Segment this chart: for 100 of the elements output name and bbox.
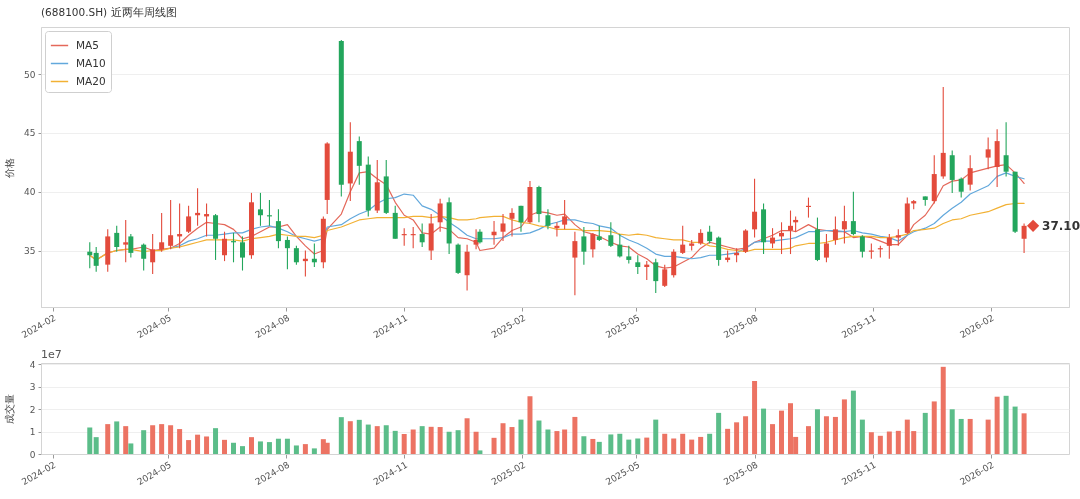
bar xyxy=(1003,395,1009,454)
bar xyxy=(128,443,134,454)
candlestick xyxy=(293,245,299,266)
bar xyxy=(213,428,219,454)
bar xyxy=(725,428,731,454)
candlestick xyxy=(617,233,623,259)
candlestick xyxy=(419,222,425,248)
annotation: 37.10 xyxy=(1042,218,1080,233)
candlestick xyxy=(1003,121,1009,177)
bar xyxy=(204,436,210,454)
candlestick xyxy=(823,233,829,263)
candlestick xyxy=(150,233,156,275)
candlestick xyxy=(752,178,758,239)
candlestick xyxy=(886,233,892,260)
bar xyxy=(608,434,614,454)
bar xyxy=(841,399,847,454)
candlestick xyxy=(284,235,290,270)
legend-label: MA20 xyxy=(76,74,106,87)
bar xyxy=(698,436,704,454)
bar xyxy=(967,418,973,454)
bar xyxy=(392,430,398,454)
candlestick xyxy=(653,258,659,294)
y-tick-label: 35 xyxy=(24,246,36,257)
candlestick xyxy=(608,221,614,248)
candlestick xyxy=(168,199,174,250)
bar xyxy=(302,444,308,454)
bar xyxy=(266,442,272,454)
bar xyxy=(707,433,713,454)
bar xyxy=(662,433,668,454)
bar xyxy=(141,430,147,454)
bar xyxy=(410,429,416,454)
bar xyxy=(293,445,299,454)
bar xyxy=(716,412,722,454)
candlestick xyxy=(123,219,129,263)
candlestick xyxy=(662,264,668,288)
bar xyxy=(464,418,470,454)
bar xyxy=(231,442,237,454)
bar xyxy=(500,423,506,454)
bar xyxy=(168,425,174,454)
candlestick xyxy=(545,208,551,230)
bar xyxy=(868,432,874,454)
bar xyxy=(87,427,93,454)
candlestick xyxy=(500,213,506,242)
y-axis-title: 价格 xyxy=(3,157,15,179)
candlestick xyxy=(716,235,722,267)
bar xyxy=(1012,406,1018,454)
bar xyxy=(365,424,371,454)
bar xyxy=(644,437,650,454)
candlestick xyxy=(128,233,134,259)
candlestick xyxy=(518,205,524,233)
candlestick xyxy=(832,215,838,246)
bar xyxy=(940,366,946,454)
bar xyxy=(324,442,330,454)
bar xyxy=(374,426,380,454)
bar xyxy=(689,439,695,454)
y-tick-label: 4 xyxy=(29,359,36,370)
bar xyxy=(491,437,497,454)
bar xyxy=(671,438,677,454)
bar xyxy=(779,410,785,454)
bar xyxy=(446,431,452,454)
bar xyxy=(752,380,758,454)
y-tick-label: 50 xyxy=(24,69,36,80)
bar xyxy=(596,441,602,454)
bar xyxy=(805,426,811,454)
bar xyxy=(562,429,568,454)
bar xyxy=(895,430,901,454)
candlestick xyxy=(958,177,964,199)
candlestick xyxy=(635,254,641,275)
candlestick xyxy=(562,199,568,230)
candlestick xyxy=(572,231,578,296)
bar xyxy=(338,417,344,454)
candlestick xyxy=(940,86,946,180)
text: 1e7 xyxy=(41,348,62,361)
bar xyxy=(186,440,192,454)
bar xyxy=(473,431,479,454)
legend-label: MA10 xyxy=(76,56,106,69)
candlestick xyxy=(257,192,263,227)
chart-title: (688100.SH) 近两年周线图 xyxy=(41,5,177,18)
bar xyxy=(177,429,183,454)
candlestick xyxy=(275,208,281,249)
bar xyxy=(105,424,111,454)
candlestick xyxy=(114,225,120,253)
bar xyxy=(823,416,829,454)
y-tick-label: 1 xyxy=(29,427,36,438)
y-tick-label: 45 xyxy=(24,128,36,139)
candlestick xyxy=(671,248,677,279)
bar xyxy=(527,396,533,454)
bar xyxy=(428,426,434,454)
bar xyxy=(114,421,120,454)
bar xyxy=(859,419,865,454)
bar xyxy=(617,433,623,454)
bar xyxy=(958,418,964,454)
bar xyxy=(518,419,524,454)
candlestick xyxy=(850,191,856,236)
bar xyxy=(743,416,749,454)
candlestick xyxy=(222,231,228,262)
candlestick xyxy=(985,137,991,170)
bar xyxy=(239,446,245,454)
bar xyxy=(159,424,165,454)
bar xyxy=(734,422,740,454)
